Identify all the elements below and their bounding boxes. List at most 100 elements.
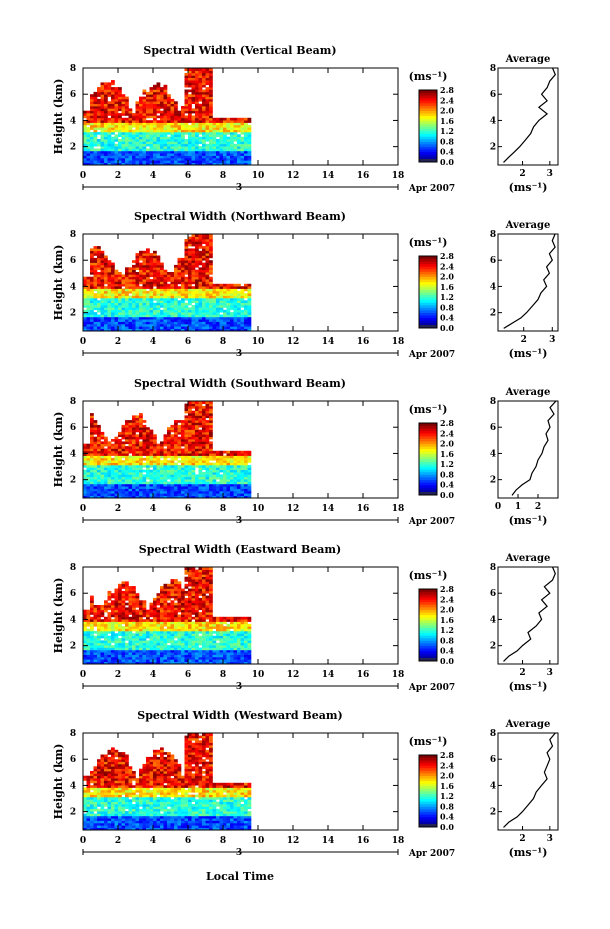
heatmap-cell [184,283,189,287]
heatmap-cell [160,305,164,308]
heatmap-cell [212,316,217,320]
heatmap-cell [160,469,164,473]
heatmap-cell [209,283,213,287]
heatmap-cell [97,141,101,145]
heatmap-cell [111,612,115,615]
heatmap-cell [97,295,101,299]
heatmap-cell [240,148,245,152]
heatmap-cell [205,255,210,259]
heatmap-cell [202,424,206,428]
heatmap-cell [160,141,164,145]
heatmap-cell [191,323,196,327]
heatmap-cell [107,635,112,639]
heatmap-cell [184,326,189,329]
heatmap-cell [142,98,147,102]
heatmap-cell [100,91,105,95]
heatmap-cell [97,98,101,102]
heatmap-cell [118,160,122,163]
heatmap-cell [118,654,122,658]
heatmap-cell [202,255,206,259]
heatmap-cell [223,162,227,166]
average-y-tick-label: 4 [490,449,496,459]
heatmap-cell [240,460,245,463]
heatmap-cell [142,319,147,322]
heatmap-cell [100,117,105,121]
heatmap-cell [219,453,224,456]
heatmap-cell [142,446,147,449]
heatmap-cell [97,614,101,618]
heatmap-cell [223,153,227,156]
heatmap-cell [86,476,91,480]
heatmap-cell [167,443,171,447]
heatmap-cell [118,462,122,466]
heatmap-cell [125,321,129,325]
heatmap-cell [97,139,101,142]
heatmap-cell [114,162,119,166]
heatmap-cell [83,143,87,147]
heatmap-cell [100,260,105,263]
heatmap-cell [195,68,199,71]
heatmap-cell [90,267,94,270]
heatmap-cell [128,462,133,466]
heatmap-cell [167,455,171,459]
average-title: Average [505,54,551,65]
heatmap-cell [139,157,143,161]
heatmap-cell [139,312,143,315]
heatmap-cell [100,493,105,496]
heatmap-cell [223,293,227,296]
heatmap-cell [139,640,143,644]
heatmap-cell [205,476,210,480]
heatmap-cell [93,153,98,156]
heatmap-cell [125,302,129,306]
y-tick-label: 2 [70,476,76,486]
heatmap-cell [135,631,140,634]
heatmap-cell [132,621,136,625]
heatmap-cell [118,446,122,449]
heatmap-cell [132,321,136,325]
heatmap-cell [202,462,206,466]
heatmap-cell [114,647,119,651]
heatmap-cell [156,162,161,166]
heatmap-cell [100,431,105,435]
heatmap-cell [93,124,98,128]
heatmap-cell [233,157,238,161]
heatmap-cell [93,493,98,496]
heatmap-cell [237,305,241,308]
heatmap-cell [195,436,199,440]
heatmap-cell [125,293,129,296]
heatmap-cell [132,661,136,665]
heatmap-cell [90,148,94,152]
heatmap-cell [202,248,206,252]
heatmap-cell [153,462,157,466]
heatmap-cell [111,602,115,606]
heatmap-cell [100,250,105,254]
heatmap-cell [83,300,87,303]
heatmap-cell [153,307,157,311]
heatmap-cell [114,661,119,665]
heatmap-cell [118,283,122,287]
heatmap-cell [142,122,147,126]
heatmap-cell [167,293,171,296]
heatmap-cell [198,274,203,278]
heatmap-cell [114,628,119,632]
colorbar-segment [419,482,437,486]
heatmap-cell [160,143,164,147]
heatmap-cell [90,600,94,603]
heatmap-cell [149,295,154,299]
heatmap-cell [247,486,252,489]
heatmap-cell [209,300,213,303]
heatmap-cell [100,96,105,100]
heatmap-cell [128,436,133,440]
heatmap-cell [188,89,192,93]
heatmap-cell [216,326,220,329]
heatmap-cell [188,136,192,140]
colorbar-segment [419,281,437,285]
heatmap-cell [184,488,189,492]
heatmap-cell [135,481,140,485]
heatmap-cell [125,160,129,163]
x-tick-label: 4 [150,504,156,514]
heatmap-cell [146,127,150,130]
heatmap-cell [237,302,241,306]
heatmap-cell [125,157,129,161]
heatmap-cell [125,656,129,660]
